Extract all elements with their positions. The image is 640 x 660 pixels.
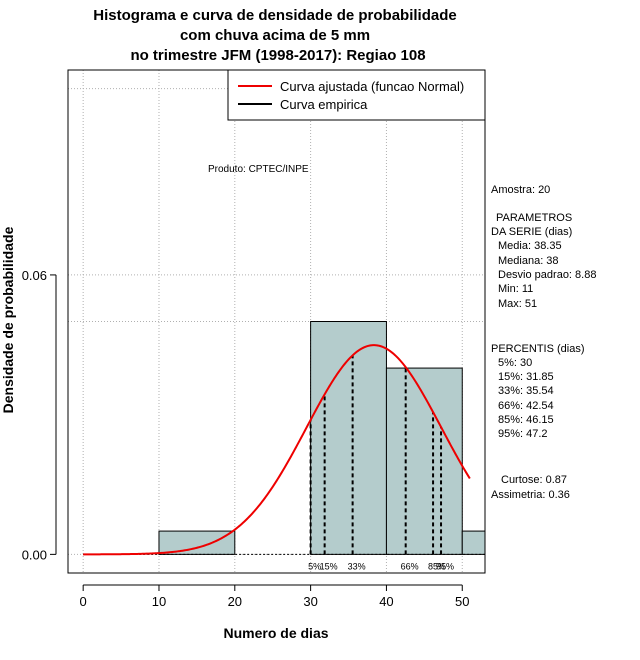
stat-max: Max: 51 <box>498 298 537 310</box>
histogram-bar-0 <box>158 530 236 555</box>
stat-p5: 5%: 30 <box>498 357 532 369</box>
stat-param-title-2: DA SERIE (dias) <box>491 226 572 238</box>
percentile-lines-layer: 5%15% 33% 66% 85%95% <box>308 355 454 571</box>
product-annotation: Produto: CPTEC/INPE <box>208 164 309 175</box>
bars-layer <box>83 321 486 555</box>
stat-desvio: Desvio padrao: 8.88 <box>498 269 596 281</box>
stat-min: Min: 11 <box>498 283 533 295</box>
x-tick-label-0: 0 <box>80 594 87 609</box>
stat-param-title-1: PARAMETROS <box>496 212 572 224</box>
y-axis-title: Densidade de probabilidade <box>0 226 16 413</box>
curve-layer <box>83 344 471 556</box>
legend: Curva ajustada (funcao Normal) Curva emp… <box>227 69 486 121</box>
stat-p85: 85%: 46.15 <box>498 414 554 426</box>
legend-box <box>227 69 486 121</box>
stat-amostra: Amostra: 20 <box>491 184 550 196</box>
x-tick-label-30: 30 <box>303 594 317 609</box>
axes-layer: 0 10 20 30 40 50 0.00 0.06 <box>22 268 470 609</box>
legend-label-normal: Curva ajustada (funcao Normal) <box>280 79 464 94</box>
y-tick-label-1: 0.06 <box>22 268 47 283</box>
chart-title-line-2: com chuva acima de 5 mm <box>180 27 370 44</box>
legend-label-empirical: Curva empirica <box>280 97 368 112</box>
stat-assimetria: Assimetria: 0.36 <box>491 489 570 501</box>
stat-p33: 33%: 35.54 <box>498 385 554 397</box>
stats-panel: Amostra: 20 PARAMETROS DA SERIE (dias) M… <box>491 184 596 501</box>
stat-curtose: Curtose: 0.87 <box>501 474 567 486</box>
stat-p95: 95%: 47.2 <box>498 428 548 440</box>
x-tick-label-40: 40 <box>379 594 393 609</box>
percentile-label-p5: 5% <box>308 561 321 571</box>
percentile-label-p66: 66% <box>401 561 419 571</box>
y-tick-label-0: 0.00 <box>22 547 47 562</box>
percentile-label-p33: 33% <box>348 561 366 571</box>
stat-p15: 15%: 31.85 <box>498 371 554 383</box>
histogram-bar-2 <box>310 321 387 555</box>
histogram-bar-4 <box>461 530 486 555</box>
percentile-label-p15: 15% <box>320 561 338 571</box>
chart-title-line-3: no trimestre JFM (1998-2017): Regiao 108 <box>130 47 425 64</box>
stat-percentis-title: PERCENTIS (dias) <box>491 343 585 355</box>
percentile-label-p85: 85% <box>428 561 446 571</box>
normal-fit-curve <box>83 344 471 556</box>
percentile-label-p95: 95% <box>436 561 454 571</box>
stat-p66: 66%: 42.54 <box>498 400 554 412</box>
x-axis-title: Numero de dias <box>223 625 328 641</box>
x-tick-label-10: 10 <box>152 594 166 609</box>
histogram-bar-3 <box>385 367 463 555</box>
stat-media: Media: 38.35 <box>498 240 562 252</box>
chart-title-line-1: Histograma e curva de densidade de proba… <box>93 7 456 24</box>
x-tick-label-50: 50 <box>455 594 469 609</box>
stat-mediana: Mediana: 38 <box>498 255 559 267</box>
x-tick-label-20: 20 <box>228 594 242 609</box>
